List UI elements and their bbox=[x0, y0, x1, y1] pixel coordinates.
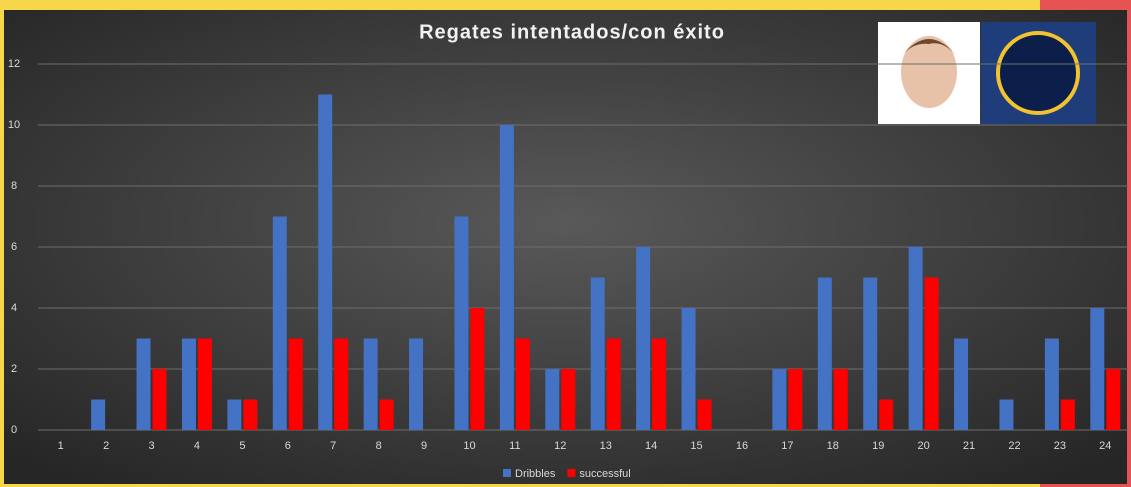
bar bbox=[1045, 339, 1059, 431]
bar bbox=[788, 369, 802, 430]
x-tick-label: 3 bbox=[148, 440, 154, 452]
bar bbox=[1090, 308, 1104, 430]
bar bbox=[153, 369, 167, 430]
bar bbox=[607, 339, 621, 431]
bar bbox=[318, 95, 332, 431]
bar bbox=[925, 278, 939, 431]
bar bbox=[954, 339, 968, 431]
bar bbox=[516, 339, 530, 431]
x-tick-label: 1 bbox=[58, 440, 64, 452]
x-tick-label: 22 bbox=[1008, 440, 1020, 452]
bar bbox=[334, 339, 348, 431]
bar bbox=[454, 217, 468, 431]
bar bbox=[1106, 369, 1120, 430]
x-tick-label: 19 bbox=[872, 440, 884, 452]
x-tick-label: 12 bbox=[554, 440, 566, 452]
player-face bbox=[901, 36, 957, 108]
bar bbox=[273, 217, 287, 431]
x-tick-label: 4 bbox=[194, 440, 200, 452]
bar bbox=[227, 400, 241, 431]
bar bbox=[909, 247, 923, 430]
x-tick-label: 11 bbox=[509, 440, 520, 452]
bar bbox=[380, 400, 394, 431]
x-tick-label: 9 bbox=[421, 440, 427, 452]
legend-swatch bbox=[567, 469, 575, 477]
chart: Regates intentados/con éxito 02468101212… bbox=[0, 0, 1131, 487]
bar bbox=[652, 339, 666, 431]
bar bbox=[470, 308, 484, 430]
x-tick-label: 14 bbox=[645, 440, 657, 452]
x-tick-label: 18 bbox=[827, 440, 839, 452]
bar bbox=[834, 369, 848, 430]
y-tick-label: 12 bbox=[8, 58, 20, 70]
bar bbox=[364, 339, 378, 431]
y-tick-label: 10 bbox=[8, 119, 20, 131]
x-tick-label: 15 bbox=[690, 440, 702, 452]
bar bbox=[137, 339, 151, 431]
y-tick-label: 2 bbox=[11, 363, 17, 375]
x-tick-label: 7 bbox=[330, 440, 336, 452]
x-tick-label: 8 bbox=[376, 440, 382, 452]
bar bbox=[682, 308, 696, 430]
bar bbox=[182, 339, 196, 431]
bar bbox=[591, 278, 605, 431]
bar bbox=[289, 339, 303, 431]
bar bbox=[879, 400, 893, 431]
x-tick-label: 23 bbox=[1054, 440, 1066, 452]
y-tick-label: 0 bbox=[11, 424, 17, 436]
x-tick-label: 6 bbox=[285, 440, 291, 452]
chart-title: Regates intentados/con éxito bbox=[419, 21, 725, 43]
x-tick-label: 24 bbox=[1099, 440, 1111, 452]
bar bbox=[500, 125, 514, 430]
x-tick-label: 20 bbox=[918, 440, 930, 452]
bar bbox=[818, 278, 832, 431]
bar bbox=[863, 278, 877, 431]
x-tick-label: 10 bbox=[463, 440, 475, 452]
page: Regates intentados/con éxito 02468101212… bbox=[0, 0, 1131, 487]
x-tick-label: 13 bbox=[600, 440, 612, 452]
bar bbox=[561, 369, 575, 430]
bar bbox=[198, 339, 212, 431]
bar bbox=[545, 369, 559, 430]
x-tick-label: 16 bbox=[736, 440, 748, 452]
bar bbox=[91, 400, 105, 431]
club-badge bbox=[998, 33, 1078, 113]
x-tick-label: 17 bbox=[781, 440, 793, 452]
y-tick-label: 6 bbox=[11, 241, 17, 253]
y-tick-label: 8 bbox=[11, 180, 17, 192]
x-tick-label: 21 bbox=[963, 440, 975, 452]
bar bbox=[698, 400, 712, 431]
legend-swatch bbox=[503, 469, 511, 477]
bar bbox=[999, 400, 1013, 431]
legend-label: successful bbox=[579, 468, 630, 480]
bar bbox=[243, 400, 257, 431]
bar bbox=[409, 339, 423, 431]
x-tick-label: 5 bbox=[239, 440, 245, 452]
y-tick-label: 4 bbox=[11, 302, 17, 314]
legend-label: Dribbles bbox=[515, 468, 556, 480]
bar bbox=[772, 369, 786, 430]
bar bbox=[1061, 400, 1075, 431]
x-tick-label: 2 bbox=[103, 440, 109, 452]
bar bbox=[636, 247, 650, 430]
